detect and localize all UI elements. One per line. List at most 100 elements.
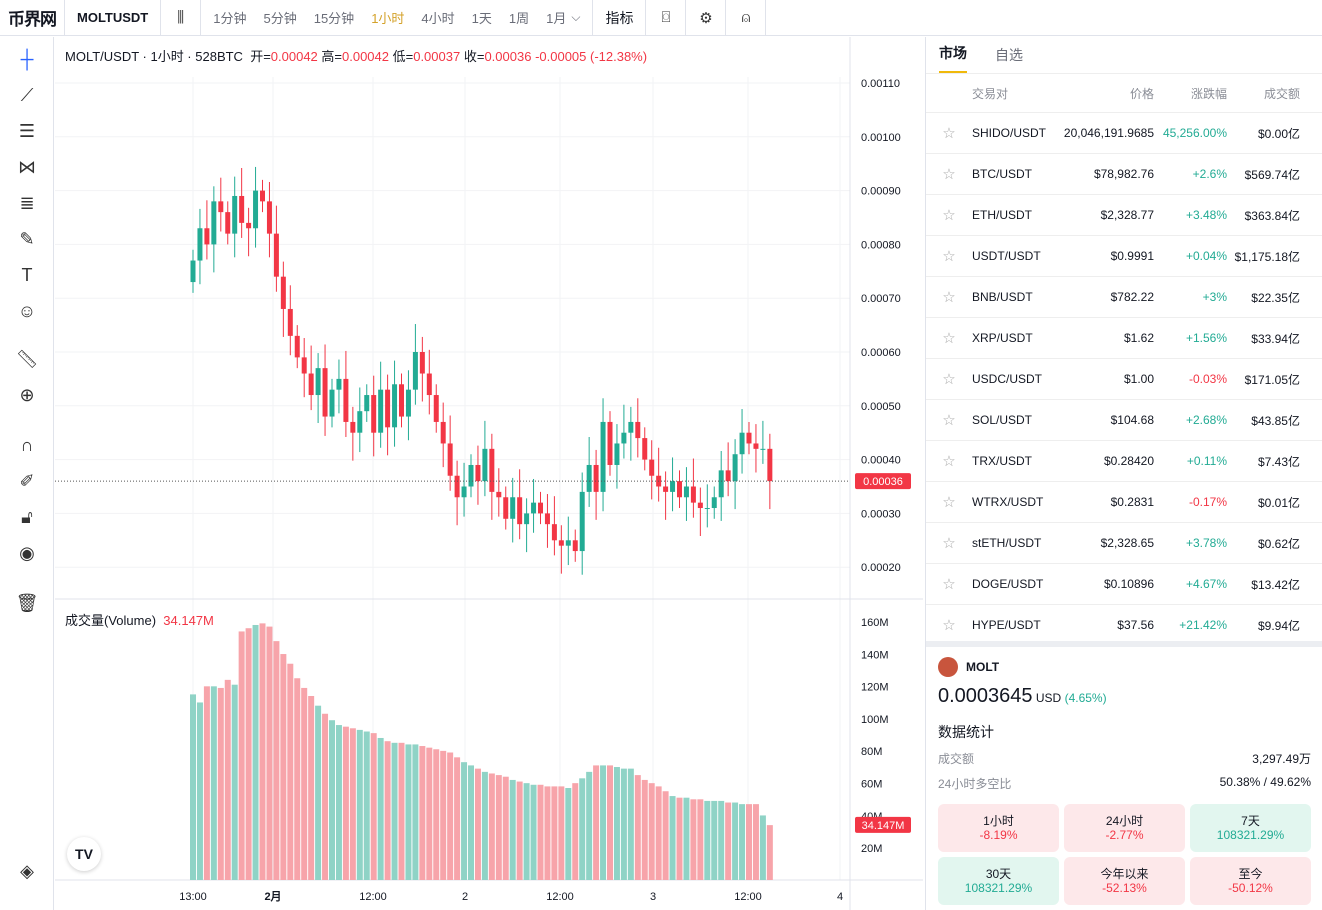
gear-icon[interactable]: ⚙: [686, 0, 727, 36]
layers-icon[interactable]: ◈: [20, 860, 34, 881]
market-row[interactable]: ☆ HYPE/USDT $37.56 +21.42% $9.94亿: [926, 604, 1322, 641]
volume: $363.84亿: [1244, 208, 1300, 223]
interval-3[interactable]: 1小时: [371, 11, 405, 26]
pair: HYPE/USDT: [972, 618, 1041, 632]
logo[interactable]: 币界网: [0, 0, 65, 36]
volume: $0.01亿: [1257, 495, 1300, 510]
star-icon[interactable]: ☆: [942, 576, 956, 593]
volume-bar: [329, 720, 335, 880]
candle-body: [482, 448, 488, 482]
change: +2.68%: [1185, 413, 1227, 427]
horizontal-lines-icon[interactable]: ☰: [18, 120, 36, 141]
period-value: -8.19%: [979, 828, 1018, 842]
candle-type-icon[interactable]: ⫼: [161, 0, 202, 36]
volume-bar: [481, 771, 488, 880]
trend-line-icon[interactable]: ⟋: [20, 84, 34, 105]
star-icon[interactable]: ☆: [942, 494, 956, 511]
indicators-button[interactable]: 指标: [593, 0, 647, 36]
interval-0[interactable]: 1分钟: [213, 11, 247, 26]
change: +21.42%: [1179, 618, 1227, 632]
tradingview-logo[interactable]: TV: [67, 837, 101, 871]
market-row[interactable]: ☆ ETH/USDT $2,328.77 +3.48% $363.84亿: [926, 194, 1322, 235]
volume-tick: 100M: [861, 714, 889, 726]
volume-bar: [766, 825, 773, 880]
header-pair[interactable]: 交易对: [972, 86, 1009, 101]
emoji-icon[interactable]: ☺: [17, 300, 37, 321]
star-icon[interactable]: ☆: [942, 453, 956, 470]
star-icon[interactable]: ☆: [942, 125, 956, 142]
volume-tick: 120M: [861, 682, 889, 694]
fib-icon[interactable]: ≣: [19, 192, 35, 213]
market-row[interactable]: ☆ XRP/USDT $1.62 +1.56% $33.94亿: [926, 317, 1322, 358]
candle-body: [551, 524, 557, 541]
star-icon[interactable]: ☆: [942, 289, 956, 306]
market-row[interactable]: ☆ BTC/USDT $78,982.76 +2.6% $569.74亿: [926, 153, 1322, 194]
magnet-icon[interactable]: ∩: [20, 434, 34, 455]
price-tick: 0.00090: [861, 186, 901, 198]
star-icon[interactable]: ☆: [942, 371, 956, 388]
candle-body: [544, 513, 550, 525]
interval-5[interactable]: 1天: [471, 11, 492, 26]
star-icon[interactable]: ☆: [942, 535, 956, 552]
interval-2[interactable]: 15分钟: [313, 11, 355, 26]
volume-bar: [634, 775, 641, 880]
volume-bar: [391, 742, 398, 880]
tab-market[interactable]: 市场: [939, 43, 967, 73]
volume-bar: [349, 728, 356, 880]
stat-label: 24小时多空比: [938, 777, 1012, 791]
coin-name: MOLT: [966, 660, 1000, 674]
star-icon[interactable]: ☆: [942, 207, 956, 224]
eye-icon[interactable]: ◉: [19, 542, 35, 563]
market-row[interactable]: ☆ SHIDO/USDT 20,046,191.9685 45,256.00% $0.0…: [926, 112, 1322, 153]
symbol-selector[interactable]: MOLTUSDT: [65, 0, 162, 36]
interval-1[interactable]: 5分钟: [263, 11, 297, 26]
interval-7[interactable]: 1月: [546, 11, 567, 26]
camera-icon[interactable]: ⌼: [646, 0, 687, 36]
candle-body: [496, 491, 502, 498]
price-value: $2,328.77: [1100, 208, 1154, 222]
header-change[interactable]: 涨跌幅: [1190, 86, 1227, 101]
trash-icon[interactable]: 🗑︎: [15, 592, 39, 613]
last-price-label: 0.00036: [863, 476, 903, 488]
header-volume[interactable]: 成交额: [1263, 86, 1300, 101]
volume-bar: [697, 799, 704, 880]
market-row[interactable]: ☆ USDC/USDT $1.00 -0.03% $171.05亿: [926, 358, 1322, 399]
price-value: $782.22: [1110, 290, 1154, 304]
market-row[interactable]: ☆ stETH/USDT $2,328.65 +3.78% $0.62亿: [926, 522, 1322, 563]
price-chart[interactable]: 0.00110 0.00100 0.00090 0.00080 0.00070 0.000…: [55, 37, 923, 910]
candle-body: [683, 486, 689, 498]
pair: USDT/USDT: [972, 249, 1041, 263]
crosshair-icon[interactable]: ┼: [20, 48, 34, 69]
market-row[interactable]: ☆ SOL/USDT $104.68 +2.68% $43.85亿: [926, 399, 1322, 440]
tab-watchlist[interactable]: 自选: [995, 47, 1023, 63]
pattern-icon[interactable]: ⋈: [18, 156, 36, 177]
text-icon[interactable]: T: [21, 264, 33, 285]
candle-body: [649, 459, 655, 476]
star-icon[interactable]: ☆: [942, 248, 956, 265]
lock-icon[interactable]: 🔓︎: [21, 506, 33, 527]
market-row[interactable]: ☆ BNB/USDT $782.22 +3% $22.35亿: [926, 276, 1322, 317]
pair: ETH/USDT: [972, 208, 1032, 222]
ruler-icon[interactable]: 📏︎: [15, 348, 39, 369]
interval-4[interactable]: 4小时: [421, 11, 455, 26]
market-row[interactable]: ☆ USDT/USDT $0.9991 +0.04% $1,175.18亿: [926, 235, 1322, 276]
star-icon[interactable]: ☆: [942, 412, 956, 429]
candle-body: [322, 368, 328, 417]
star-icon[interactable]: ☆: [942, 166, 956, 183]
volume-bar: [732, 802, 739, 880]
market-row[interactable]: ☆ TRX/USDT $0.28420 +0.11% $7.43亿: [926, 440, 1322, 481]
star-icon[interactable]: ☆: [942, 617, 956, 634]
brush-icon[interactable]: ✎: [19, 228, 35, 249]
chevron-down-icon[interactable]: ⌵: [571, 10, 581, 24]
market-row[interactable]: ☆ DOGE/USDT $0.10896 +4.67% $13.42亿: [926, 563, 1322, 604]
star-icon[interactable]: ☆: [942, 330, 956, 347]
market-row[interactable]: ☆ WTRX/USDT $0.2831 -0.17% $0.01亿: [926, 481, 1322, 522]
interval-6[interactable]: 1周: [508, 11, 530, 26]
chart-legend: MOLT/USDT · 1小时 · 528BTC 开=0.00042 高=0.0…: [65, 46, 647, 65]
header-price[interactable]: 价格: [1129, 86, 1154, 101]
chart-area[interactable]: 0.00110 0.00100 0.00090 0.00080 0.00070 0.000…: [55, 37, 923, 910]
lock-drawing-icon[interactable]: ✐: [19, 470, 35, 491]
zoom-in-icon[interactable]: ⊕: [19, 384, 35, 405]
user-icon[interactable]: ⍝: [726, 0, 767, 36]
candle-body: [677, 481, 682, 498]
